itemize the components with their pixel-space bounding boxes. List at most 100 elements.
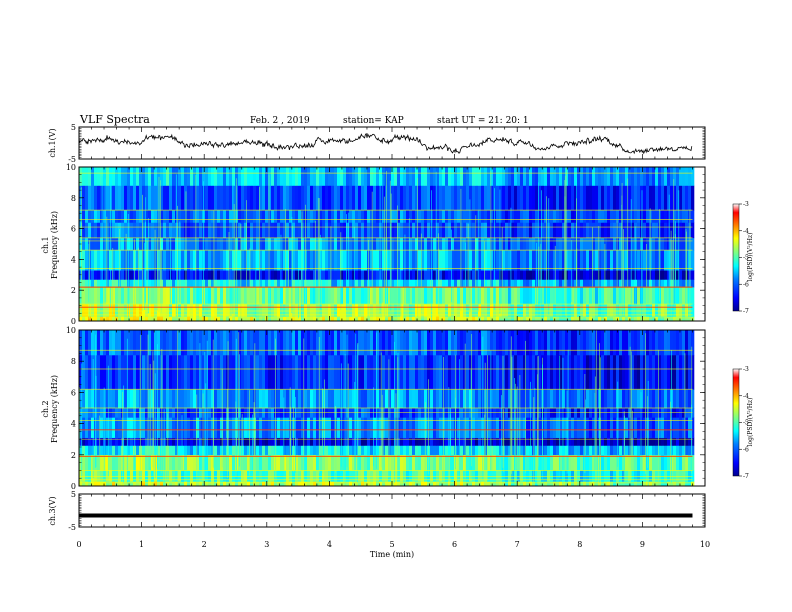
spectrogram-cell: [280, 185, 284, 211]
spectrogram-cell: [688, 316, 692, 322]
spectrogram-cell: [361, 270, 365, 280]
spectrogram-cell: [577, 417, 581, 438]
spectrogram-cell: [97, 445, 101, 456]
spectrogram-cell: [121, 304, 125, 317]
spectrogram-cell: [511, 481, 515, 487]
spectrogram-cell: [556, 481, 560, 487]
spectrogram-cell: [286, 316, 290, 322]
spectrogram-cell: [370, 185, 374, 211]
spectrogram-cell: [439, 330, 443, 356]
spectrogram-cell: [148, 270, 152, 280]
spectrogram-cell: [112, 316, 116, 322]
spectrogram-cell: [538, 222, 542, 239]
spectrogram-cell: [172, 237, 176, 251]
spectrogram-cell: [655, 185, 659, 211]
spectrogram-cell: [259, 287, 263, 305]
spectrogram-cell: [346, 270, 350, 280]
spectrogram-cell: [367, 417, 371, 438]
spectrogram-cell: [361, 389, 365, 409]
spectrogram-cell: [85, 454, 89, 471]
spectrogram-cell: [442, 330, 446, 356]
spectrogram-cell: [634, 250, 638, 271]
spectrogram-cell: [601, 237, 605, 251]
spectrogram-cell: [277, 270, 281, 280]
spectrogram-cell: [409, 167, 413, 186]
spectrogram-cell: [655, 316, 659, 322]
spectrogram-cell: [250, 270, 254, 280]
spectrogram-cell: [649, 287, 653, 305]
spectrogram-cell: [544, 287, 548, 305]
spectrogram-cell: [310, 330, 314, 356]
spectrogram-cell: [373, 287, 377, 305]
spectrogram-cell: [85, 481, 89, 487]
spectrogram-cell: [217, 454, 221, 471]
spectrogram-cell: [439, 237, 443, 251]
spectrogram-cell: [214, 304, 218, 317]
spectrogram-cell: [145, 222, 149, 239]
spectrogram-cell: [445, 454, 449, 471]
spectrogram-cell: [577, 210, 581, 223]
spectrogram-cell: [448, 279, 452, 288]
spectrogram-cell: [505, 185, 509, 211]
spectrogram-cell: [580, 330, 584, 356]
spectrogram-cell: [262, 250, 266, 271]
spectrogram-cell: [490, 389, 494, 409]
spectrogram-cell: [661, 185, 665, 211]
spectrogram-cell: [220, 222, 224, 239]
spectrogram-cell: [520, 287, 524, 305]
spectrogram-cell: [217, 279, 221, 288]
spectrogram-cell: [100, 237, 104, 251]
spectrogram-cell: [256, 354, 260, 390]
spectrogram-cell: [340, 222, 344, 239]
spectrogram-cell: [142, 330, 146, 356]
spectrogram-cell: [580, 389, 584, 409]
spectrogram-cell: [286, 167, 290, 186]
spectrogram-cell: [190, 237, 194, 251]
spectrogram-cell: [298, 250, 302, 271]
spectrogram-cell: [637, 222, 641, 239]
spectrogram-cell: [244, 185, 248, 211]
spectrogram-cell: [172, 454, 176, 471]
spectrogram-cell: [313, 389, 317, 409]
spectrogram-cell: [649, 330, 653, 356]
spectrogram-cell: [181, 330, 185, 356]
spectrogram-cell: [553, 445, 557, 456]
spectrogram-cell: [175, 454, 179, 471]
spectrogram-cell: [667, 270, 671, 280]
spectrogram-cell: [193, 304, 197, 317]
spectrogram-cell: [448, 417, 452, 438]
spectrogram-cell: [502, 210, 506, 223]
spectrogram-cell: [142, 237, 146, 251]
spectrogram-cell: [106, 437, 110, 446]
spectrogram-cell: [433, 354, 437, 390]
spectrogram-cell: [322, 481, 326, 487]
spectrogram-cell: [283, 437, 287, 446]
spectrogram-cell: [553, 287, 557, 305]
spectrogram-cell: [472, 185, 476, 211]
spectrogram-cell: [415, 287, 419, 305]
spectrogram-cell: [550, 354, 554, 390]
spectrogram-cell: [646, 167, 650, 186]
spectrogram-cell: [595, 237, 599, 251]
spectrogram-cell: [571, 470, 575, 482]
spectrogram-cell: [415, 304, 419, 317]
spectrogram-cell: [655, 287, 659, 305]
spectrogram-cell: [619, 250, 623, 271]
spectrogram-cell: [658, 330, 662, 356]
spectrogram-cell: [355, 481, 359, 487]
spectrogram-cell: [661, 237, 665, 251]
spectrogram-cell: [157, 470, 161, 482]
spectrogram-cell: [331, 185, 335, 211]
spectrogram-cell: [502, 389, 506, 409]
spectrogram-cell: [94, 481, 98, 487]
spectrogram-cell: [388, 330, 392, 356]
spectrogram-cell: [265, 210, 269, 223]
spectrogram-cell: [193, 354, 197, 390]
spectrogram-cell: [610, 287, 614, 305]
spectrogram-cell: [370, 354, 374, 390]
spectrogram-cell: [559, 354, 563, 390]
spectrogram-cell: [589, 354, 593, 390]
spectrogram-cell: [664, 279, 668, 288]
spectrogram-cell: [262, 481, 266, 487]
spectrogram-cell: [142, 354, 146, 390]
